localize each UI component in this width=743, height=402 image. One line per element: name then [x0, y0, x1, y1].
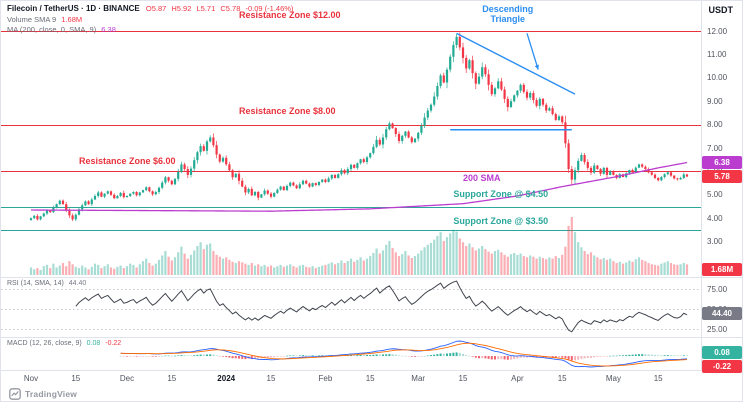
- volume-indicator-label: Volume SMA 9: [7, 14, 57, 24]
- sma-200-label[interactable]: 200 SMA: [463, 173, 501, 184]
- time-axis-label: Dec: [119, 374, 135, 383]
- time-axis-label: May: [605, 374, 621, 383]
- rsi-indicator-label: RSI (14, SMA, 14): [7, 280, 64, 287]
- macd-signal-badge: -0.22: [702, 359, 742, 373]
- price-axis-label: 10.00: [707, 73, 728, 83]
- resistance-zone-6-label[interactable]: Resistance Zone $6.00: [79, 155, 176, 166]
- time-axis-label: 15: [71, 374, 81, 383]
- price-change: -0.09 (-1.46%): [245, 4, 294, 13]
- time-axis-label: 15: [458, 374, 468, 383]
- rsi-value: 44.40: [68, 280, 87, 287]
- macd-hist-value: 0.08: [86, 340, 101, 347]
- time-axis-label: Mar: [411, 374, 426, 383]
- macd-hist-badge: 0.08: [702, 346, 742, 359]
- macd-indicator-label: MACD (12, 26, close, 9): [7, 340, 82, 347]
- macd-legend-row[interactable]: MACD (12, 26, close, 9) 0.08 -0.22: [7, 340, 124, 347]
- price-axis-label: 11.00: [707, 49, 727, 59]
- rsi-legend-row[interactable]: RSI (14, SMA, 14) 44.40: [7, 280, 89, 287]
- rsi-axis-label: 75.00: [707, 284, 728, 294]
- volume-legend-row[interactable]: Volume SMA 9 1.68M: [7, 15, 296, 26]
- price-axis-label: 7.00: [707, 143, 723, 153]
- ohlc-low: L5.71: [196, 4, 216, 13]
- time-axis-label: Nov: [23, 374, 39, 383]
- volume-value: 1.68M: [61, 14, 83, 24]
- time-axis-label: 15: [167, 374, 177, 383]
- time-axis-label: 15: [266, 374, 276, 383]
- price-axis-label: 8.00: [707, 120, 723, 130]
- time-axis-label: Feb: [318, 374, 333, 383]
- resistance-zone-8-label[interactable]: Resistance Zone $8.00: [239, 105, 336, 116]
- descending-triangle-label[interactable]: Descending Triangle: [482, 4, 534, 25]
- time-axis-label: 2024: [217, 374, 236, 383]
- tradingview-icon: [9, 388, 21, 400]
- ohlc-high: H5.92: [171, 4, 192, 13]
- volume-badge: 1.68M: [702, 262, 742, 276]
- support-zone-450-label[interactable]: Support Zone @ $4.50: [453, 188, 549, 199]
- price-axis-label: 4.00: [707, 213, 723, 223]
- ohlc-open: O5.87: [145, 4, 167, 13]
- price-axis-label: 5.00: [707, 190, 723, 200]
- chart-legend: Filecoin / TetherUS · 1D · BINANCE O5.87…: [7, 4, 296, 36]
- quote-currency-label: USDT: [708, 5, 734, 15]
- symbol-title: Filecoin / TetherUS · 1D · BINANCE: [7, 4, 140, 13]
- time-axis-label: 15: [653, 374, 663, 383]
- time-axis-label: Apr: [511, 374, 524, 383]
- price-axis-label: 12.00: [707, 26, 728, 36]
- price-axis-label: 3.00: [707, 237, 723, 247]
- ma-legend-row[interactable]: MA (200, close, 0, SMA, 9) 6.38: [7, 25, 296, 36]
- resistance-zone-12-label[interactable]: Resistance Zone $12.00: [239, 9, 341, 20]
- last-price-badge: 5.78: [702, 170, 742, 184]
- tradingview-logo-text: TradingView: [25, 389, 78, 399]
- symbol-legend-row[interactable]: Filecoin / TetherUS · 1D · BINANCE O5.87…: [7, 4, 296, 15]
- support-zone-350-label[interactable]: Support Zone @ $3.50: [453, 215, 549, 226]
- time-axis-label: 15: [365, 374, 375, 383]
- macd-signal-value: -0.22: [105, 340, 122, 347]
- price-axis-label: 9.00: [707, 96, 723, 106]
- time-axis[interactable]: Nov 15 Dec 15 2024 15 Feb 15 Mar 15 Apr 15 May 15: [1, 371, 742, 387]
- ma-indicator-label: MA (200, close, 0, SMA, 9): [7, 25, 97, 34]
- rsi-badge: 44.40: [702, 306, 742, 320]
- ma-value: 6.38: [101, 25, 116, 34]
- sma-price-badge: 6.38: [702, 156, 742, 169]
- ohlc-close: C5.78: [220, 4, 241, 13]
- tradingview-logo[interactable]: TradingView: [9, 388, 77, 400]
- rsi-axis-label: 25.00: [707, 324, 728, 334]
- price-axis[interactable]: 12.0011.0010.009.008.007.006.005.004.003…: [701, 1, 742, 373]
- time-axis-label: 15: [557, 374, 567, 383]
